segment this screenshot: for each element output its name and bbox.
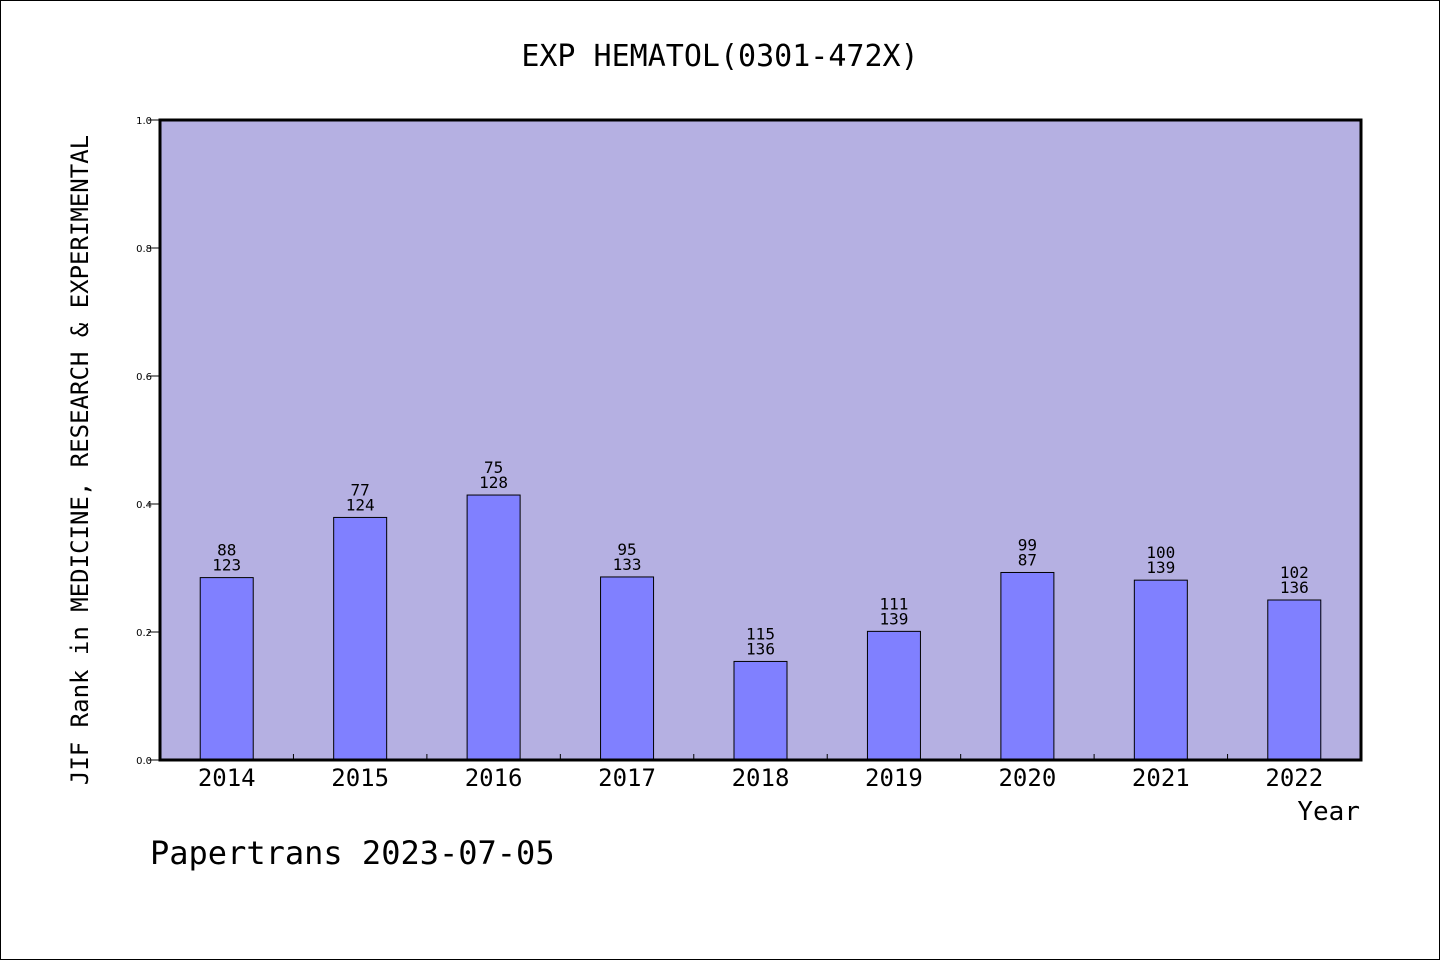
bar-label-rank: 115 <box>746 624 775 643</box>
y-tick-label: 0.6 <box>136 372 152 383</box>
bar-label-total: 139 <box>1146 558 1175 577</box>
bar-label-rank: 102 <box>1280 563 1309 582</box>
y-tick-label: 0.8 <box>136 244 152 255</box>
x-tick-label: 2017 <box>598 764 656 792</box>
bar-label-rank: 88 <box>217 541 236 560</box>
bar-label-total: 136 <box>746 639 775 658</box>
x-tick-label: 2022 <box>1265 764 1323 792</box>
chart-title: EXP HEMATOL(0301-472X) <box>521 39 918 74</box>
bar <box>1000 571 1055 761</box>
bar <box>1133 579 1188 761</box>
y-axis-label: JIF Rank in MEDICINE, RESEARCH & EXPERIM… <box>66 135 94 785</box>
bar <box>466 494 521 761</box>
plot-border <box>158 118 1363 762</box>
x-tick-label: 2018 <box>732 764 790 792</box>
bar-label-total: 124 <box>346 495 375 514</box>
bar-label-rank: 77 <box>351 480 370 499</box>
y-tick-label: 0.4 <box>136 500 152 511</box>
x-tick-label: 2019 <box>865 764 923 792</box>
y-tick-label: 0.2 <box>136 628 152 639</box>
bar-label-rank: 99 <box>1018 535 1037 554</box>
x-tick-label: 2021 <box>1132 764 1190 792</box>
footer-note: Papertrans 2023-07-05 <box>150 834 555 872</box>
bar <box>866 630 921 761</box>
bar <box>199 577 254 761</box>
bar <box>733 660 788 761</box>
y-tick-label: 0.0 <box>136 756 152 767</box>
bar-label-rank: 111 <box>879 594 908 613</box>
x-tick-label: 2020 <box>998 764 1056 792</box>
bar-label-total: 133 <box>613 555 642 574</box>
bar-label-total: 128 <box>479 473 508 492</box>
y-tick-label: 1.0 <box>136 116 152 127</box>
bar-label-total: 139 <box>879 609 908 628</box>
bar-label-rank: 95 <box>617 540 636 559</box>
bar <box>1267 599 1322 761</box>
x-tick-label: 2016 <box>465 764 523 792</box>
bar <box>333 516 388 761</box>
x-tick-label: 2015 <box>331 764 389 792</box>
bar <box>600 576 655 761</box>
bar-label-total: 136 <box>1280 578 1309 597</box>
bar-label-total: 123 <box>212 556 241 575</box>
x-axis-label: Year <box>1297 797 1360 827</box>
bar-label-rank: 100 <box>1146 543 1175 562</box>
bar-label-rank: 75 <box>484 458 503 477</box>
bar-label-total: 87 <box>1018 550 1037 569</box>
x-tick-label: 2014 <box>198 764 256 792</box>
